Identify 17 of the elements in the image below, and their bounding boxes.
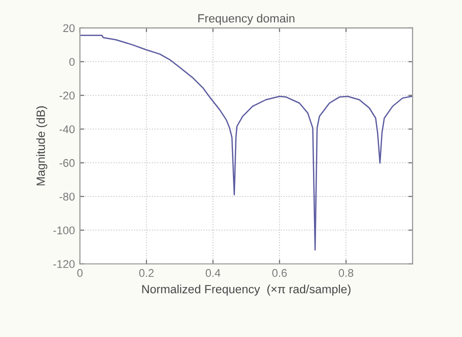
- y-tick-label: -60: [60, 159, 75, 167]
- y-tick-label: -100: [53, 226, 75, 234]
- y-tick-label: -80: [60, 192, 75, 201]
- y-tick-label: -120: [53, 260, 75, 268]
- x-axis-title: Normalized Frequency (×π rad/sample): [142, 284, 350, 296]
- x-tick-label: 0.8: [338, 269, 354, 277]
- y-tick-label: -40: [60, 125, 75, 134]
- y-tick-label: 0: [69, 58, 75, 66]
- y-tick-label: 20: [63, 24, 75, 32]
- y-tick-label: -20: [60, 92, 75, 100]
- x-tick-label: 0.4: [206, 269, 220, 277]
- y-axis-title: Magnitude (dB): [36, 106, 48, 186]
- chart-title: Frequency domain: [198, 14, 294, 25]
- x-tick-label: 0: [77, 269, 83, 277]
- x-tick-label: 0.2: [139, 269, 154, 277]
- x-tick-label: 0.6: [272, 269, 287, 277]
- line-series: [80, 34, 412, 251]
